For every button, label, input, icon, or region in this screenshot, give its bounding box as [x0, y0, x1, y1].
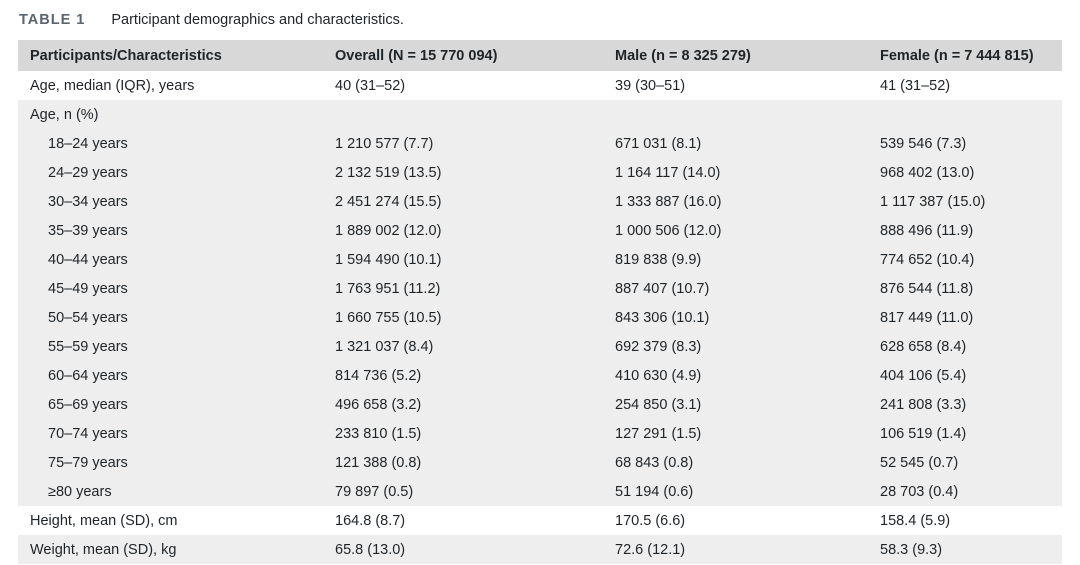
value-cell: 410 630 (4.9) [615, 361, 880, 390]
row-label-cell: 24–29 years [18, 158, 335, 187]
table-body: Age, median (IQR), years 40 (31–52) 39 (30… [18, 71, 1062, 564]
value-cell: 814 736 (5.2) [335, 361, 615, 390]
row-label-cell: 65–69 years [18, 390, 335, 419]
value-cell: 628 658 (8.4) [880, 332, 1062, 361]
value-cell: 241 808 (3.3) [880, 390, 1062, 419]
value-cell: 1 210 577 (7.7) [335, 129, 615, 158]
table-row: 24–29 years 2 132 519 (13.5) 1 164 117 (14… [18, 158, 1062, 187]
column-header-male: Male (n = 8 325 279) [615, 40, 880, 71]
row-label-cell: 55–59 years [18, 332, 335, 361]
column-header-overall: Overall (N = 15 770 094) [335, 40, 615, 71]
value-cell: 28 703 (0.4) [880, 477, 1062, 506]
value-cell: 1 321 037 (8.4) [335, 332, 615, 361]
value-cell: 40 (31–52) [335, 77, 406, 94]
table-row: Height, mean (SD), cm 164.8 (8.7) 170.5 (6… [18, 506, 1062, 535]
value-cell: 72.6 (12.1) [615, 535, 880, 564]
row-label-cell: 35–39 years [18, 216, 335, 245]
value-cell: 68 843 (0.8) [615, 448, 880, 477]
value-cell: 817 449 (11.0) [880, 303, 1062, 332]
value-cell: 876 544 (11.8) [880, 274, 1062, 303]
value-cell: 1 164 117 (14.0) [615, 158, 880, 187]
value-cell: 1 763 951 (11.2) [335, 274, 615, 303]
value-cell: 1 594 490 (10.1) [335, 245, 615, 274]
table-row: 50–54 years 1 660 755 (10.5) 843 306 (10.1… [18, 303, 1062, 332]
value-cell: 968 402 (13.0) [880, 158, 1062, 187]
value-cell: 1 117 387 (15.0) [880, 187, 1062, 216]
column-header-female: Female (n = 7 444 815) [880, 40, 1062, 71]
table-row: Weight, mean (SD), kg 65.8 (13.0) 72.6 (12… [18, 535, 1062, 564]
value-cell: 671 031 (8.1) [615, 129, 880, 158]
row-label-cell: Age, n (%) [18, 100, 335, 129]
value-cell [335, 100, 615, 129]
value-cell: 1 000 506 (12.0) [615, 216, 880, 245]
row-label-cell: 30–34 years [18, 187, 335, 216]
table-row: 18–24 years 1 210 577 (7.7) 671 031 (8.1) 5… [18, 129, 1062, 158]
value-cell: 1 660 755 (10.5) [335, 303, 615, 332]
value-cell: 79 897 (0.5) [335, 477, 615, 506]
table-row: ≥80 years 79 897 (0.5) 51 194 (0.6) 28 703 … [18, 477, 1062, 506]
demographics-table: Participants/Characteristics Overall (N … [18, 40, 1062, 564]
table-row: 60–64 years 814 736 (5.2) 410 630 (4.9) 404… [18, 361, 1062, 390]
row-label-cell: 50–54 years [18, 303, 335, 332]
table-row: Age, median (IQR), years 40 (31–52) 39 (30… [18, 71, 1062, 100]
table-row: 65–69 years 496 658 (3.2) 254 850 (3.1) 241… [18, 390, 1062, 419]
column-header-participants: Participants/Characteristics [18, 40, 335, 71]
table-row: 35–39 years 1 889 002 (12.0) 1 000 506 (12… [18, 216, 1062, 245]
row-label-cell: 40–44 years [18, 245, 335, 274]
value-cell: 51 194 (0.6) [615, 477, 880, 506]
value-cell: 164.8 (8.7) [335, 512, 406, 529]
value-cell [615, 100, 880, 129]
value-cell [880, 100, 1062, 129]
value-cell: 58.3 (9.3) [880, 535, 1062, 564]
table-row: 55–59 years 1 321 037 (8.4) 692 379 (8.3) 6… [18, 332, 1062, 361]
row-label-cell: ≥80 years [18, 477, 335, 506]
value-cell: 254 850 (3.1) [615, 390, 880, 419]
table-caption: Participant demographics and characteris… [111, 12, 404, 28]
row-label-cell: Height, mean (SD), cm [30, 512, 178, 529]
value-cell: 2 132 519 (13.5) [335, 158, 615, 187]
table-row: 30–34 years 2 451 274 (15.5) 1 333 887 (16… [18, 187, 1062, 216]
value-cell: 496 658 (3.2) [335, 390, 615, 419]
table-row: 70–74 years 233 810 (1.5) 127 291 (1.5) 106… [18, 419, 1062, 448]
value-cell: 41 (31–52) [880, 77, 951, 94]
table-row: 75–79 years 121 388 (0.8) 68 843 (0.8) 52 5… [18, 448, 1062, 477]
value-cell: 127 291 (1.5) [615, 419, 880, 448]
table-row: Age, n (%) [18, 100, 1062, 129]
header-row: Participants/Characteristics Overall (N … [18, 40, 1062, 71]
table-caption-row: TABLE 1 Participant demographics and cha… [18, 8, 1062, 32]
value-cell: 888 496 (11.9) [880, 216, 1062, 245]
value-cell: 774 652 (10.4) [880, 245, 1062, 274]
value-cell: 2 451 274 (15.5) [335, 187, 615, 216]
row-label-cell: 45–49 years [18, 274, 335, 303]
value-cell: 1 889 002 (12.0) [335, 216, 615, 245]
value-cell: 233 810 (1.5) [335, 419, 615, 448]
value-cell: 158.4 (5.9) [880, 512, 951, 529]
value-cell: 39 (30–51) [615, 77, 686, 94]
value-cell: 1 333 887 (16.0) [615, 187, 880, 216]
row-label-cell: Weight, mean (SD), kg [18, 535, 335, 564]
value-cell: 539 546 (7.3) [880, 129, 1062, 158]
value-cell: 65.8 (13.0) [335, 535, 615, 564]
value-cell: 170.5 (6.6) [615, 512, 686, 529]
table-row: 40–44 years 1 594 490 (10.1) 819 838 (9.9)… [18, 245, 1062, 274]
value-cell: 121 388 (0.8) [335, 448, 615, 477]
row-label-cell: 70–74 years [18, 419, 335, 448]
value-cell: 692 379 (8.3) [615, 332, 880, 361]
value-cell: 887 407 (10.7) [615, 274, 880, 303]
table-title-label: TABLE 1 [19, 12, 86, 28]
row-label-cell: 75–79 years [18, 448, 335, 477]
row-label-cell: 18–24 years [18, 129, 335, 158]
row-label-cell: Age, median (IQR), years [30, 77, 195, 94]
value-cell: 404 106 (5.4) [880, 361, 1062, 390]
value-cell: 843 306 (10.1) [615, 303, 880, 332]
value-cell: 819 838 (9.9) [615, 245, 880, 274]
value-cell: 52 545 (0.7) [880, 448, 1062, 477]
table-row: 45–49 years 1 763 951 (11.2) 887 407 (10.7… [18, 274, 1062, 303]
value-cell: 106 519 (1.4) [880, 419, 1062, 448]
row-label-cell: 60–64 years [18, 361, 335, 390]
